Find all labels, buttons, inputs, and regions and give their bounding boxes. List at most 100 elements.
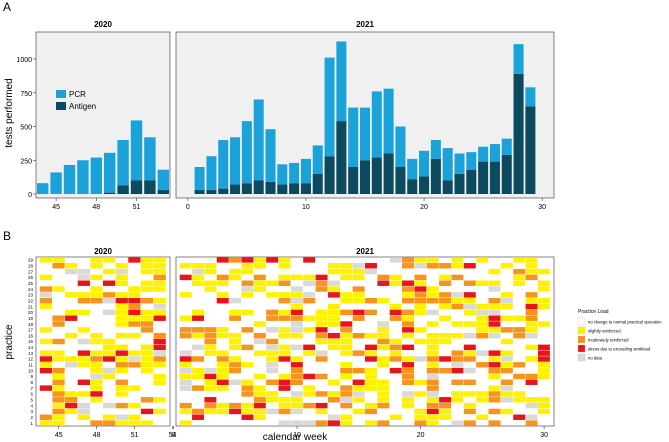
heat-cell [340, 292, 353, 298]
heat-cell [140, 408, 154, 415]
heat-cell [426, 332, 439, 339]
heat-cell [192, 367, 205, 374]
bar-antigen [206, 189, 217, 194]
practice-label: 22 [28, 298, 34, 303]
heat-cell [278, 402, 291, 409]
heat-cell [402, 344, 415, 351]
heat-cell [377, 402, 390, 409]
heat-cell [153, 309, 166, 316]
heat-cell [241, 268, 254, 275]
heat-cell [488, 391, 501, 397]
bar-antigen [383, 153, 394, 194]
heat-cell [488, 350, 501, 356]
practice-label: 25 [28, 281, 34, 286]
heat-cell [241, 292, 254, 298]
heat-cell [451, 332, 464, 339]
heat-cell [315, 332, 328, 339]
legend-label-none: no change to normal practical operation [588, 320, 662, 325]
heat-cell [439, 274, 452, 281]
heat-cell [327, 344, 340, 351]
heat-cell [352, 315, 365, 321]
heat-cell [266, 257, 279, 263]
heat-cell [488, 268, 501, 275]
heat-cell [525, 268, 538, 275]
bar-pcr [253, 99, 264, 181]
practice-label: 3 [30, 409, 33, 414]
bar-pcr [130, 120, 143, 181]
heat-cell [278, 379, 291, 386]
heat-cell [402, 356, 415, 362]
heat-cell [241, 408, 254, 415]
heat-cell [377, 338, 390, 345]
heat-cell [513, 280, 526, 286]
heat-cell [377, 344, 390, 351]
heat-cell [500, 292, 513, 298]
heat-cell [192, 408, 205, 415]
heat-cell [488, 332, 501, 339]
heat-cell [290, 321, 303, 327]
heat-cell [39, 274, 53, 281]
heat-cell [278, 280, 291, 286]
heat-cell [65, 332, 78, 339]
heat-cell [278, 344, 291, 351]
heat-cell [340, 332, 353, 339]
heat-cell [90, 391, 103, 397]
heat-cell [377, 280, 390, 286]
heat-cell [463, 280, 476, 286]
heat-cell [204, 338, 217, 345]
heat-cell [439, 408, 452, 415]
heat-cell [115, 356, 128, 362]
heat-cell [525, 274, 538, 281]
heat-cell [204, 280, 217, 286]
heat-cell [290, 356, 303, 362]
heat-cell [115, 292, 128, 298]
heat-cell [488, 385, 501, 391]
heat-cell [488, 367, 501, 374]
heat-cell [229, 297, 242, 304]
heat-cell [204, 385, 217, 391]
heat-cell [216, 274, 229, 281]
heat-cell [537, 408, 550, 415]
heat-cell [476, 391, 489, 397]
heat-cell [402, 309, 415, 316]
heat-cell [463, 356, 476, 362]
heat-cell [340, 420, 353, 426]
y-tick-label: 0 [28, 192, 32, 199]
bar-antigen [130, 180, 143, 194]
bar-antigen [489, 161, 500, 194]
heat-cell [77, 414, 90, 420]
heat-cell [500, 338, 513, 345]
y-tick-label: 250 [20, 158, 32, 165]
heat-cell [315, 402, 328, 409]
heat-cell [192, 274, 205, 281]
heat-cell [377, 420, 390, 426]
heat-cell [290, 373, 303, 380]
x-tick-label: 54 [169, 432, 177, 439]
heat-cell [128, 315, 141, 321]
heat-cell [179, 356, 192, 362]
heat-cell [303, 391, 316, 397]
practice-label: 23 [28, 293, 34, 298]
heat-cell [537, 402, 550, 409]
heat-cell [241, 362, 254, 368]
heat-cell [153, 338, 166, 345]
heat-cell [77, 327, 90, 333]
heat-cell [389, 338, 402, 345]
bar-pcr [419, 150, 430, 177]
heat-cell [90, 362, 103, 368]
heat-cell [140, 286, 154, 292]
heat-cell [52, 338, 65, 345]
heat-cell [290, 397, 303, 403]
heat-cell [229, 408, 242, 415]
heat-cell [229, 367, 242, 374]
heat-cell [266, 391, 279, 397]
heat-cell [115, 297, 128, 304]
heat-cell [377, 397, 390, 403]
practice-label: 11 [28, 363, 33, 368]
bar-pcr [90, 157, 102, 194]
heat-cell [513, 414, 526, 420]
heat-cell [192, 315, 205, 321]
heat-cell [278, 274, 291, 281]
heat-cell [402, 292, 415, 298]
heat-cell [389, 303, 402, 310]
